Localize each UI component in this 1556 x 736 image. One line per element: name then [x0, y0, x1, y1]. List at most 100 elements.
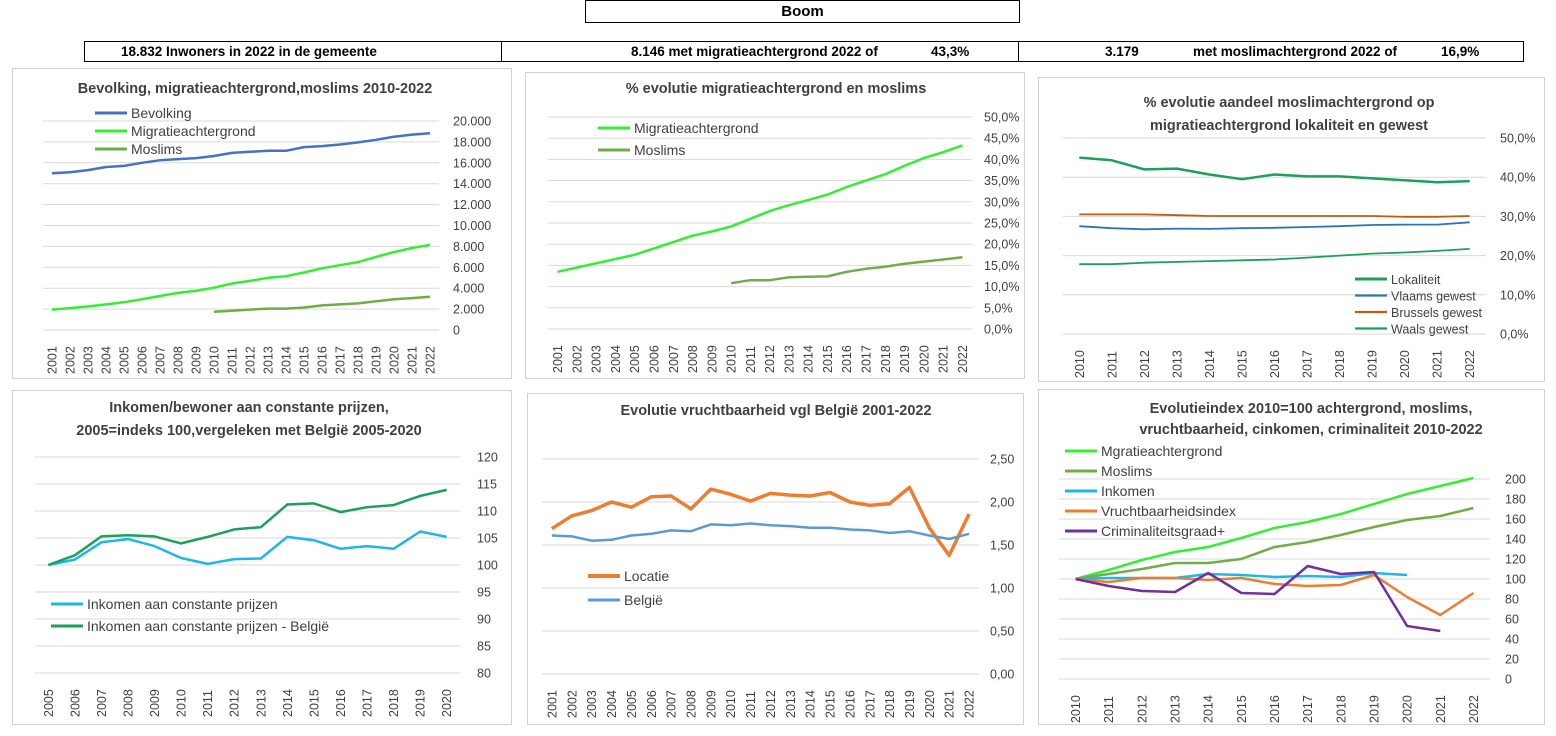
- x-tick-label: 2012: [244, 346, 258, 374]
- x-tick-label: 2010: [175, 689, 189, 717]
- stats-divider: [501, 42, 502, 61]
- y-tick-label: 120: [1505, 553, 1526, 567]
- y-tick-label: 15,0%: [984, 259, 1019, 273]
- x-tick-label: 2002: [570, 345, 584, 373]
- y-tick-label: 30,0%: [984, 195, 1019, 209]
- x-tick-label: 2014: [1203, 350, 1217, 378]
- x-tick-label: 2011: [1105, 351, 1119, 378]
- x-tick-label: 2007: [665, 690, 679, 718]
- x-tick-label: 2014: [1202, 695, 1216, 723]
- x-tick-label: 2016: [334, 689, 348, 717]
- series-line: [1079, 221, 1470, 231]
- legend-label: Moslims: [1101, 463, 1152, 479]
- legend-label: Criminaliteitsgraad+: [1101, 523, 1225, 539]
- chart-svg: Evolutieindex 2010=100 achtergrond, mosl…: [1059, 401, 1526, 723]
- y-tick-label: 14.000: [453, 177, 491, 191]
- x-tick-label: 2022: [956, 345, 970, 373]
- x-tick-label: 2002: [64, 346, 78, 374]
- legend-label: Migratieachtergrond: [634, 120, 759, 136]
- y-tick-label: 20,0%: [1500, 249, 1535, 263]
- x-tick-label: 2008: [172, 346, 186, 374]
- x-tick-label: 2013: [1169, 695, 1183, 723]
- y-tick-label: 160: [1505, 513, 1526, 527]
- y-tick-label: 115: [477, 478, 497, 492]
- y-tick-label: 80: [477, 667, 491, 681]
- y-tick-label: 18.000: [453, 135, 491, 149]
- x-tick-label: 2021: [937, 345, 951, 373]
- x-tick-label: 2003: [590, 345, 604, 373]
- x-tick-label: 2017: [361, 689, 375, 717]
- x-tick-label: 2015: [821, 345, 835, 373]
- y-tick-label: 50,0%: [984, 111, 1019, 125]
- x-tick-label: 2013: [254, 689, 268, 717]
- x-tick-label: 2017: [334, 346, 348, 374]
- x-tick-label: 2001: [46, 346, 60, 374]
- x-tick-label: 2021: [1434, 695, 1448, 723]
- y-tick-label: 0,0%: [984, 323, 1013, 337]
- y-tick-label: 5,0%: [984, 301, 1013, 315]
- y-tick-label: 0,0%: [1500, 328, 1529, 342]
- series-line: [557, 144, 963, 274]
- legend-label: Brussels gewest: [1391, 306, 1483, 320]
- y-tick-label: 40: [1505, 633, 1519, 647]
- y-tick-label: 10,0%: [1500, 288, 1535, 302]
- series-line: [1079, 213, 1470, 218]
- x-tick-label: 2022: [1467, 695, 1481, 723]
- series-line: [47, 488, 447, 567]
- x-tick-label: 2008: [684, 690, 698, 718]
- legend-label: Migratieachtergrond: [131, 123, 256, 139]
- y-tick-label: 1,00: [990, 582, 1014, 596]
- x-tick-label: 2014: [804, 690, 818, 718]
- chart-svg: Inkomen/bewoner aan constante prijzen, 20…: [35, 400, 498, 717]
- x-tick-label: 2010: [725, 345, 739, 373]
- x-tick-label: 2011: [226, 347, 240, 374]
- x-tick-label: 2016: [316, 346, 330, 374]
- x-tick-label: 2013: [262, 346, 276, 374]
- y-tick-label: 100: [1505, 573, 1526, 587]
- y-tick-label: 1,50: [990, 539, 1014, 553]
- x-tick-label: 2010: [1073, 350, 1087, 378]
- x-tick-label: 2005: [625, 690, 639, 718]
- chart-title: Evolutieindex 2010=100 achtergrond, mosl…: [1150, 401, 1473, 417]
- y-tick-label: 120: [477, 451, 498, 465]
- x-tick-label: 2019: [414, 689, 428, 717]
- x-tick-label: 2011: [744, 691, 758, 718]
- series-line: [1075, 476, 1474, 581]
- series-line: [550, 485, 971, 558]
- x-tick-label: 2018: [352, 346, 366, 374]
- muslim-stat-label: met moslimachtergrond 2022 of: [1193, 44, 1398, 59]
- legend-label: Vruchtbaarheidsindex: [1101, 503, 1236, 519]
- x-tick-label: 2012: [1138, 350, 1152, 378]
- migration-stat-value: 8.146 met migratieachtergrond 2022 of: [631, 44, 878, 59]
- y-tick-label: 40,0%: [984, 153, 1019, 167]
- x-tick-label: 2005: [42, 689, 56, 717]
- x-tick-label: 2001: [551, 345, 565, 373]
- y-tick-label: 2.000: [453, 303, 484, 317]
- y-tick-label: 10.000: [453, 219, 491, 233]
- x-tick-label: 2017: [1301, 695, 1315, 723]
- x-tick-label: 2016: [840, 345, 854, 373]
- y-tick-label: 20,0%: [984, 238, 1019, 252]
- y-tick-label: 45,0%: [984, 132, 1019, 146]
- x-tick-label: 2020: [917, 345, 931, 373]
- muslim-stat-pct: 16,9%: [1441, 44, 1480, 59]
- x-tick-label: 2009: [148, 689, 162, 717]
- y-tick-label: 95: [477, 586, 491, 600]
- series-line: [1075, 571, 1408, 581]
- legend-label: Waals gewest: [1391, 323, 1469, 337]
- x-tick-label: 2009: [705, 345, 719, 373]
- chart-title: migratieachtergrond lokaliteit en gewest: [1150, 118, 1428, 134]
- series-line: [48, 530, 447, 567]
- x-tick-label: 2012: [228, 689, 242, 717]
- muslim-stat-value: 3.179: [1105, 44, 1139, 59]
- x-tick-label: 2018: [1334, 695, 1348, 723]
- x-tick-label: 2009: [704, 690, 718, 718]
- x-tick-label: 2020: [388, 346, 402, 374]
- x-tick-label: 2016: [1268, 695, 1282, 723]
- series-line: [51, 243, 431, 311]
- y-tick-label: 2,00: [990, 496, 1014, 510]
- x-tick-label: 2021: [406, 346, 420, 374]
- legend-label: Inkomen aan constante prijzen: [87, 596, 278, 612]
- x-tick-label: 2022: [424, 346, 438, 374]
- y-tick-label: 25,0%: [984, 217, 1019, 231]
